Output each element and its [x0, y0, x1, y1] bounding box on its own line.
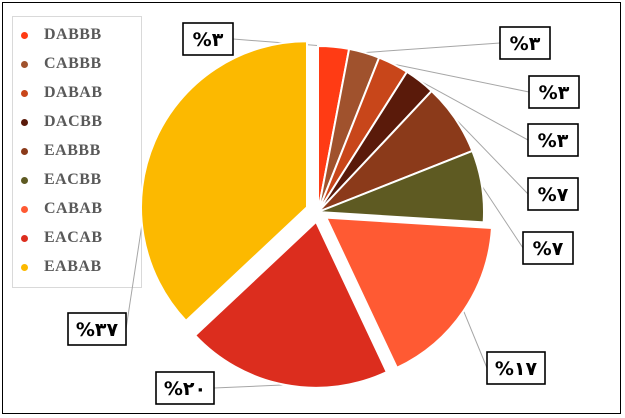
legend-marker	[21, 118, 28, 126]
data-label-eacab: %۲۰	[164, 378, 206, 400]
leader-line	[419, 80, 529, 141]
legend-item-eacab: EACAB	[21, 226, 103, 250]
legend-marker	[21, 31, 28, 39]
data-label-box	[527, 177, 579, 211]
data-label-box	[528, 75, 580, 109]
data-label-box	[155, 371, 215, 405]
legend-item-eabab: EABAB	[21, 255, 102, 279]
pie-slice-eabab	[140, 40, 308, 323]
data-label-eabab: %۳۷	[76, 319, 119, 341]
legend-marker	[21, 60, 28, 68]
leader-line	[454, 118, 529, 195]
data-label-box	[499, 26, 551, 60]
data-label-box	[522, 231, 574, 265]
legend-label: EACAB	[44, 229, 103, 246]
data-label-dabbb: %۳	[193, 29, 224, 51]
legend-label: DABBB	[44, 26, 102, 43]
pie-slice-cabab	[324, 216, 494, 370]
legend-label: CABBB	[44, 55, 102, 72]
legend-marker	[21, 176, 28, 184]
legend-item-cabbb: CABBB	[21, 52, 102, 76]
chart-legend: DABBB CABBB DABAB DACBB EABBB EACBB CABAB EACAB…	[12, 16, 142, 288]
legend-label: EACBB	[44, 171, 102, 188]
data-label-box	[182, 22, 234, 56]
leader-line	[463, 310, 488, 369]
legend-item-dacbb: DACBB	[21, 110, 103, 134]
data-label-eacbb: %۷	[533, 238, 564, 260]
legend-item-dabab: DABAB	[21, 81, 103, 105]
data-label-box	[486, 351, 546, 385]
legend-label: EABAB	[44, 258, 102, 275]
data-label-dacbb: %۳	[538, 130, 569, 152]
pie-slice-eacab	[193, 220, 389, 389]
leader-line	[364, 42, 501, 54]
legend-item-eabbb: EABBB	[21, 139, 101, 163]
legend-marker	[21, 205, 28, 213]
leader-line	[393, 63, 530, 93]
legend-label: CABAB	[44, 200, 103, 217]
data-label-dabab: %۳	[539, 82, 570, 104]
data-label-cabab: %۱۷	[495, 358, 538, 380]
data-label-cabbb: %۳	[510, 33, 541, 55]
legend-marker	[21, 263, 28, 271]
data-label-eabbb: %۷	[538, 184, 569, 206]
leader-line	[213, 384, 286, 389]
legend-label: DACBB	[44, 113, 103, 130]
legend-label: EABBB	[44, 142, 101, 159]
leader-line	[481, 185, 524, 249]
legend-marker	[21, 89, 28, 97]
legend-item-dabbb: DABBB	[21, 23, 102, 47]
legend-label: DABAB	[44, 84, 103, 101]
legend-marker	[21, 147, 28, 155]
data-label-box	[67, 312, 127, 346]
legend-item-eacbb: EACBB	[21, 168, 102, 192]
legend-marker	[21, 234, 28, 242]
pie-slice-eacbb	[317, 149, 485, 224]
data-label-box	[527, 123, 579, 157]
legend-item-cabab: CABAB	[21, 197, 103, 221]
